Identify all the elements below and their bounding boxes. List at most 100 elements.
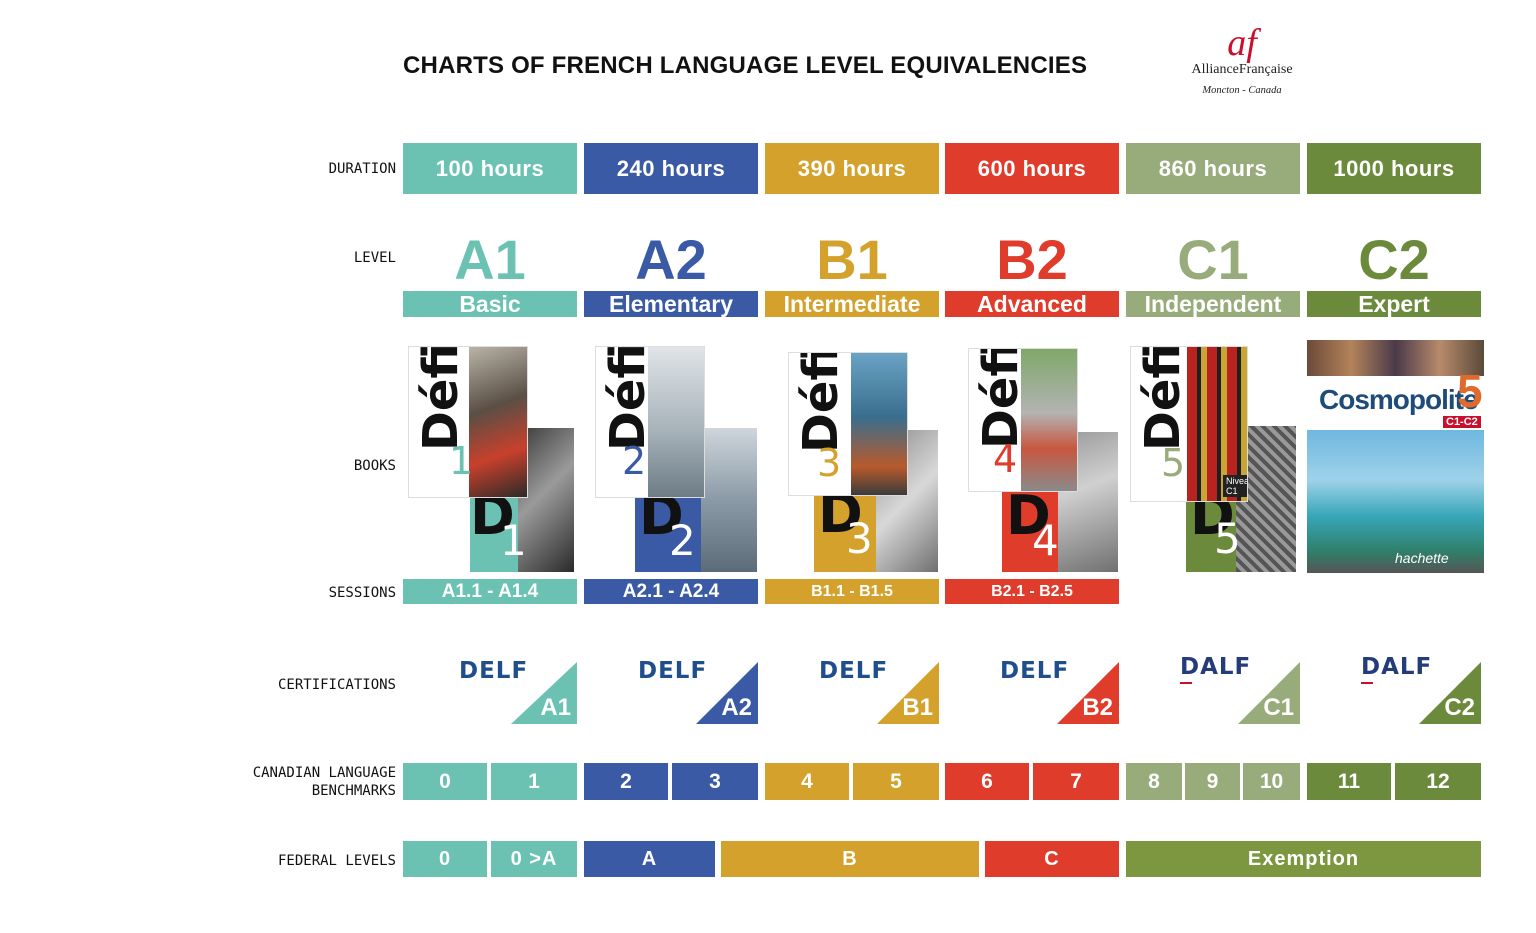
clb-cell: 0 xyxy=(403,763,487,800)
book-title: Défi xyxy=(973,348,1029,449)
cert-name: DELF xyxy=(1000,658,1070,684)
sessions-a1: A1.1 - A1.4 xyxy=(403,579,577,604)
cert-name: DALF xyxy=(1180,654,1252,680)
book-publisher: hachette xyxy=(1395,550,1449,566)
logo-location: Moncton - Canada xyxy=(1202,85,1282,96)
book-back-number: 1 xyxy=(500,516,527,565)
level-code-a2: A2 xyxy=(635,227,707,291)
book-defi-3: D 3 Défi 3 xyxy=(788,348,940,574)
book-photo xyxy=(469,347,527,497)
book-photo-mural xyxy=(1307,430,1484,573)
book-number: 2 xyxy=(622,439,647,483)
duration-a2: 240 hours xyxy=(584,143,758,194)
level-name-a2: Elementary xyxy=(584,291,758,317)
book-photo xyxy=(851,353,907,495)
level-code-b1: B1 xyxy=(816,227,888,291)
row-label-books: BOOKS xyxy=(353,458,396,474)
row-label-level: LEVEL xyxy=(353,250,396,266)
clb-cell: 6 xyxy=(945,763,1029,800)
book-number: 4 xyxy=(993,437,1018,481)
clb-cell: 4 xyxy=(765,763,849,800)
duration-a1: 100 hours xyxy=(403,143,577,194)
book-front-cover: Défi 4 xyxy=(968,348,1078,492)
clb-cell: 12 xyxy=(1395,763,1481,800)
book-title: Défi xyxy=(600,346,656,451)
level-name-b2: Advanced xyxy=(945,291,1119,317)
book-title: Cosmopolite xyxy=(1319,384,1479,415)
federal-cell-exemption: Exemption xyxy=(1126,841,1481,877)
clb-cell: 10 xyxy=(1243,763,1300,800)
book-photo xyxy=(701,428,757,572)
book-front-cover: Défi 2 xyxy=(595,346,705,498)
cert-level: C2 xyxy=(1444,694,1475,721)
cert-triangle xyxy=(1238,662,1300,724)
cert-delf-b2: DELF B2 xyxy=(945,654,1119,724)
cert-level: B1 xyxy=(902,694,933,721)
cert-dalf-c2: DALF C2 xyxy=(1307,654,1481,724)
clb-cell: 9 xyxy=(1185,763,1240,800)
cert-triangle xyxy=(877,662,939,724)
cert-delf-b1: DELF B1 xyxy=(765,654,939,724)
duration-b2: 600 hours xyxy=(945,143,1119,194)
clb-cell: 7 xyxy=(1033,763,1119,800)
cert-delf-a1: DELF A1 xyxy=(403,654,577,724)
row-label-federal: FEDERAL LEVELS xyxy=(277,853,396,869)
federal-cell: C xyxy=(985,841,1119,877)
row-label-sessions: SESSIONS xyxy=(328,585,396,601)
book-defi-2: D 2 Défi 2 xyxy=(595,342,759,574)
level-name-a1: Basic xyxy=(403,291,577,317)
book-back-number: 4 xyxy=(1032,516,1059,565)
book-level-tag: C1-C2 xyxy=(1443,416,1481,428)
logo-name: AllianceFrançaise xyxy=(1191,62,1293,77)
cert-triangle xyxy=(511,662,577,724)
cert-name: DELF xyxy=(638,658,708,684)
sessions-b1: B1.1 - B1.5 xyxy=(765,579,939,604)
page-title: CHARTS OF FRENCH LANGUAGE LEVEL EQUIVALE… xyxy=(403,52,1088,79)
book-number: 3 xyxy=(817,441,842,485)
federal-cell: 0 >A xyxy=(491,841,577,877)
cert-triangle xyxy=(1057,662,1119,724)
book-title: Défi xyxy=(413,346,469,451)
level-name-c1: Independent xyxy=(1126,291,1300,317)
book-front-cover: Défi 3 xyxy=(788,352,908,496)
cert-name: DELF xyxy=(819,658,889,684)
sessions-a2: A2.1 - A2.4 xyxy=(584,579,758,604)
clb-cell: 8 xyxy=(1126,763,1182,800)
book-defi-1: D 1 Défi 1 xyxy=(408,342,578,574)
cert-level: B2 xyxy=(1082,694,1113,721)
federal-cell: 0 xyxy=(403,841,487,877)
level-code-a1: A1 xyxy=(454,227,526,291)
cert-level: A1 xyxy=(540,694,571,721)
duration-c2: 1000 hours xyxy=(1307,143,1481,194)
book-number: 5 xyxy=(1161,441,1186,485)
book-back-number: 2 xyxy=(669,516,696,565)
level-name-b1: Intermediate xyxy=(765,291,939,317)
book-defi-5: D 5 Défi 5 Niveau C1 xyxy=(1130,346,1298,574)
duration-c1: 860 hours xyxy=(1126,143,1300,194)
sessions-b2: B2.1 - B2.5 xyxy=(945,579,1119,604)
cert-delf-a2: DELF A2 xyxy=(584,654,758,724)
cert-triangle xyxy=(1419,662,1481,724)
clb-cell: 2 xyxy=(584,763,668,800)
row-label-clb-line2: BENCHMARKS xyxy=(311,783,396,799)
clb-cell: 11 xyxy=(1307,763,1391,800)
book-back-number: 3 xyxy=(846,514,873,563)
federal-cell: A xyxy=(584,841,715,877)
level-name-c2: Expert xyxy=(1307,291,1481,317)
duration-b1: 390 hours xyxy=(765,143,939,194)
book-photo xyxy=(1021,349,1077,491)
book-cosmopolite-5: Cosmopolite 5 C1-C2 hachette xyxy=(1307,340,1484,573)
book-back-d: D xyxy=(1006,484,1051,547)
cert-level: C1 xyxy=(1263,694,1294,721)
row-label-clb-line1: CANADIAN LANGUAGE xyxy=(252,765,396,781)
cert-level: A2 xyxy=(721,694,752,721)
book-photo xyxy=(648,347,704,497)
level-code-c2: C2 xyxy=(1358,227,1430,291)
federal-cell: B xyxy=(721,841,979,877)
cert-name: DELF xyxy=(459,658,529,684)
book-photo-crowd xyxy=(1307,340,1484,376)
row-label-certifications: CERTIFICATIONS xyxy=(277,677,396,693)
clb-cell: 5 xyxy=(853,763,939,800)
clb-cell: 1 xyxy=(491,763,577,800)
cert-dalf-c1: DALF C1 xyxy=(1126,654,1300,724)
